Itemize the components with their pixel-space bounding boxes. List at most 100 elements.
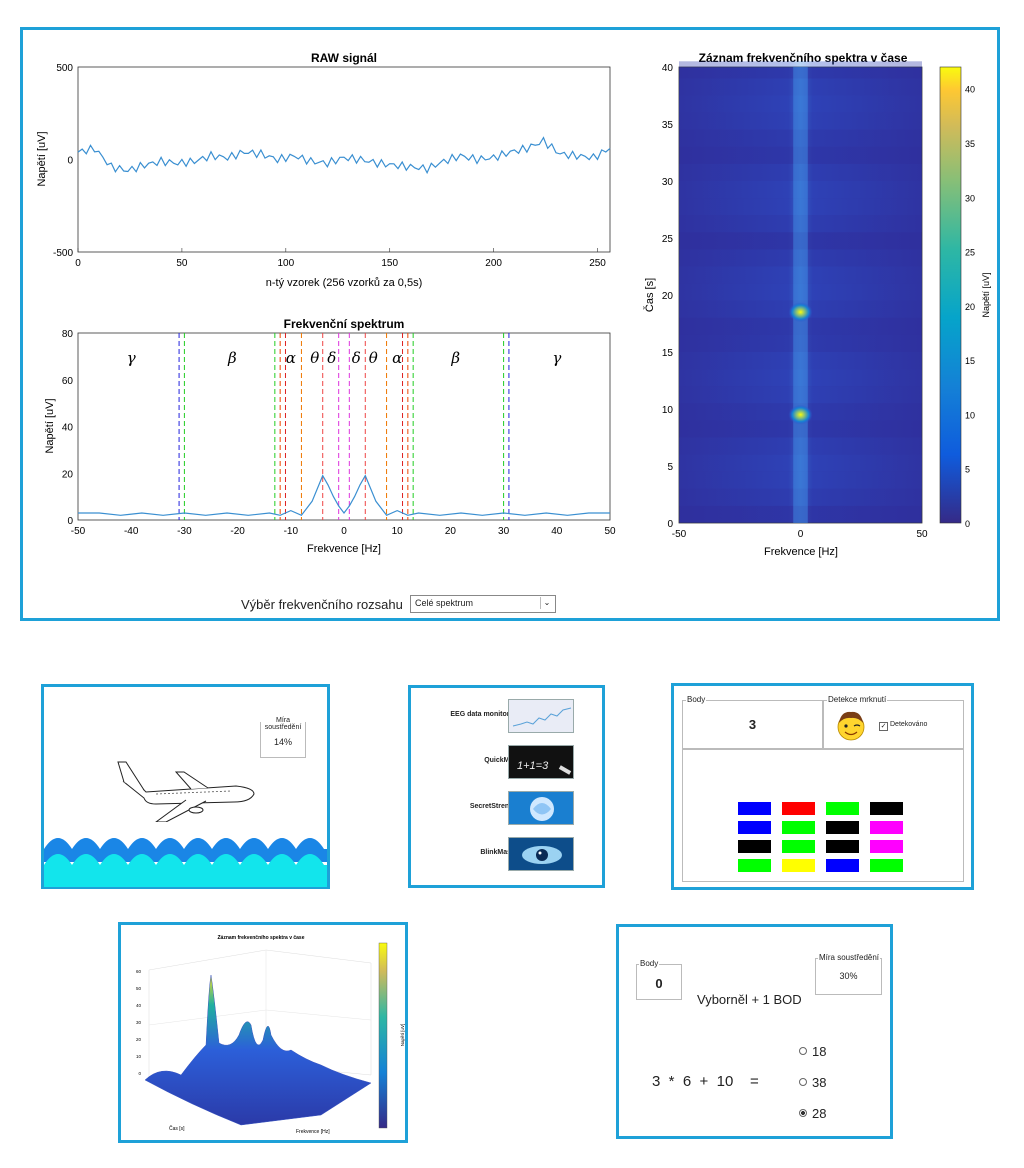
colorbar-label: Napětí [uV]: [981, 272, 991, 317]
spectrum-line: [78, 474, 610, 517]
answer-option-label: 28: [812, 1106, 827, 1121]
airplane-icon: [117, 761, 255, 822]
math-score-box: Body 0: [636, 959, 682, 1000]
spec-ytick-label: 40: [62, 423, 74, 434]
focus-label: Míra soustředění: [261, 717, 305, 731]
menu-item-label: EEG data monitoring: [450, 711, 520, 718]
hm-xtick-label: 0: [798, 529, 804, 540]
menu-item-label: SecretStrength: [469, 803, 520, 810]
menu-item-quickmath[interactable]: QuickMath 1+1=3: [411, 745, 602, 781]
spec-xtick-label: 10: [392, 526, 404, 537]
range-select-value: Celé spektrum: [415, 598, 474, 608]
cbar-tick-label: 25: [965, 248, 975, 258]
menu-item-eeg-data-monitoring[interactable]: EEG data monitoring: [411, 699, 602, 735]
color-cell[interactable]: [870, 840, 903, 853]
heatmap-xlabel: Frekvence [Hz]: [764, 546, 838, 558]
raw-ytick-label: 500: [56, 63, 73, 74]
heatmap-hotspot: [788, 404, 813, 425]
surface-title: Záznam frekvenčního spektra v čase: [218, 935, 305, 941]
spec-xtick-label: 50: [604, 526, 616, 537]
blink-score-label: Body: [686, 695, 707, 704]
color-cell[interactable]: [870, 802, 903, 815]
waves-icon: [44, 838, 327, 887]
color-cell[interactable]: [782, 821, 815, 834]
hm-xtick-label: 50: [916, 529, 928, 540]
cbar-tick-label: 40: [965, 85, 975, 95]
band-label: δ: [352, 349, 361, 367]
blink-game-panel: Body 3 Detekce mrknutí ✓ Detekováno: [671, 683, 974, 890]
surface-ztick-label: 30: [136, 1020, 142, 1025]
color-cell[interactable]: [826, 859, 859, 872]
color-cell[interactable]: [782, 859, 815, 872]
chalkboard-thumbnail-icon[interactable]: 1+1=3: [508, 745, 574, 779]
hm-ytick-label: 35: [662, 120, 674, 131]
band-label: α: [392, 349, 402, 367]
spec-xtick-label: -20: [230, 526, 245, 537]
brain-thumbnail-icon[interactable]: [508, 791, 574, 825]
surface-colorbar: [378, 942, 388, 1129]
color-cell[interactable]: [782, 840, 815, 853]
surface-ylabel: Čas [s]: [169, 1125, 185, 1132]
color-cell[interactable]: [738, 802, 771, 815]
surface-cbar-label: Napětí [uV]: [400, 1024, 405, 1047]
blink-checkbox[interactable]: ✓: [879, 722, 888, 731]
color-cell[interactable]: [870, 859, 903, 872]
app-menu-panel: EEG data monitoring QuickMath 1+1=3 SecretS…: [408, 685, 605, 888]
surface-ztick-label: 20: [136, 1037, 142, 1042]
menu-item-secretstrength[interactable]: SecretStrength: [411, 791, 602, 827]
spectrum-xlabel: Frekvence [Hz]: [307, 543, 381, 555]
cbar-tick-label: 15: [965, 356, 975, 366]
math-score-label: Body: [639, 959, 660, 968]
range-select[interactable]: Celé spektrum ⌄: [410, 595, 556, 613]
color-cell[interactable]: [738, 821, 771, 834]
color-cell[interactable]: [738, 859, 771, 872]
radio-button[interactable]: [799, 1047, 807, 1055]
hm-ytick-label: 5: [667, 462, 673, 473]
color-cell[interactable]: [870, 821, 903, 834]
color-cell[interactable]: [826, 840, 859, 853]
cbar-tick-label: 35: [965, 139, 975, 149]
color-cell[interactable]: [826, 802, 859, 815]
color-cell[interactable]: [826, 821, 859, 834]
raw-plot-frame: [77, 66, 611, 253]
math-score-value: 0: [655, 976, 663, 991]
surface-plot-panel: Záznam frekvenčního spektra v čase 60 50 4…: [118, 922, 408, 1143]
range-label: Výběr frekvenčního rozsahu: [241, 597, 403, 612]
raw-xtick-label: 0: [75, 258, 81, 269]
surface-ztick-label: 50: [136, 986, 142, 991]
color-cell[interactable]: [738, 840, 771, 853]
radio-button[interactable]: [799, 1109, 807, 1117]
menu-item-label: QuickMath: [484, 757, 520, 764]
winking-face-icon: [837, 711, 865, 741]
surface-ztick-label: 60: [136, 969, 142, 974]
raw-xtick-label: 100: [277, 258, 294, 269]
hm-ytick-label: 40: [662, 63, 674, 74]
band-label: β: [450, 349, 460, 367]
raw-title: RAW signál: [311, 51, 377, 65]
raw-xtick-label: 150: [381, 258, 398, 269]
spec-xtick-label: 0: [341, 526, 347, 537]
cbar-tick-label: 30: [965, 193, 975, 203]
surface-ztick-label: 10: [136, 1054, 142, 1059]
spec-ytick-label: 80: [62, 329, 74, 340]
eye-thumbnail-icon[interactable]: [508, 837, 574, 871]
spectrum-plot-frame: [77, 332, 611, 521]
color-cell[interactable]: [782, 802, 815, 815]
svg-text:1+1=3: 1+1=3: [517, 760, 549, 772]
raw-xlabel: n-tý vzorek (256 vzorků za 0,5s): [266, 277, 423, 289]
radio-button[interactable]: [799, 1078, 807, 1086]
blink-detect-label: Detekce mrknutí: [827, 695, 888, 704]
menu-item-blinkmaster[interactable]: BlinkMaster: [411, 837, 602, 873]
spec-xtick-label: -50: [71, 526, 86, 537]
math-focus-label: Míra soustředění: [818, 953, 881, 962]
hm-ytick-label: 20: [662, 291, 674, 302]
spec-ytick-label: 60: [62, 376, 74, 387]
spec-xtick-label: -40: [124, 526, 139, 537]
spec-ytick-label: 20: [62, 469, 74, 480]
chart-thumbnail-icon[interactable]: [508, 699, 574, 733]
math-feedback: Vyborněl + 1 BOD: [697, 992, 802, 1007]
focus-value: 14%: [273, 737, 292, 747]
chevron-down-icon[interactable]: ⌄: [540, 597, 553, 609]
math-focus-value: 30%: [839, 971, 858, 981]
hm-ytick-label: 0: [667, 519, 673, 530]
